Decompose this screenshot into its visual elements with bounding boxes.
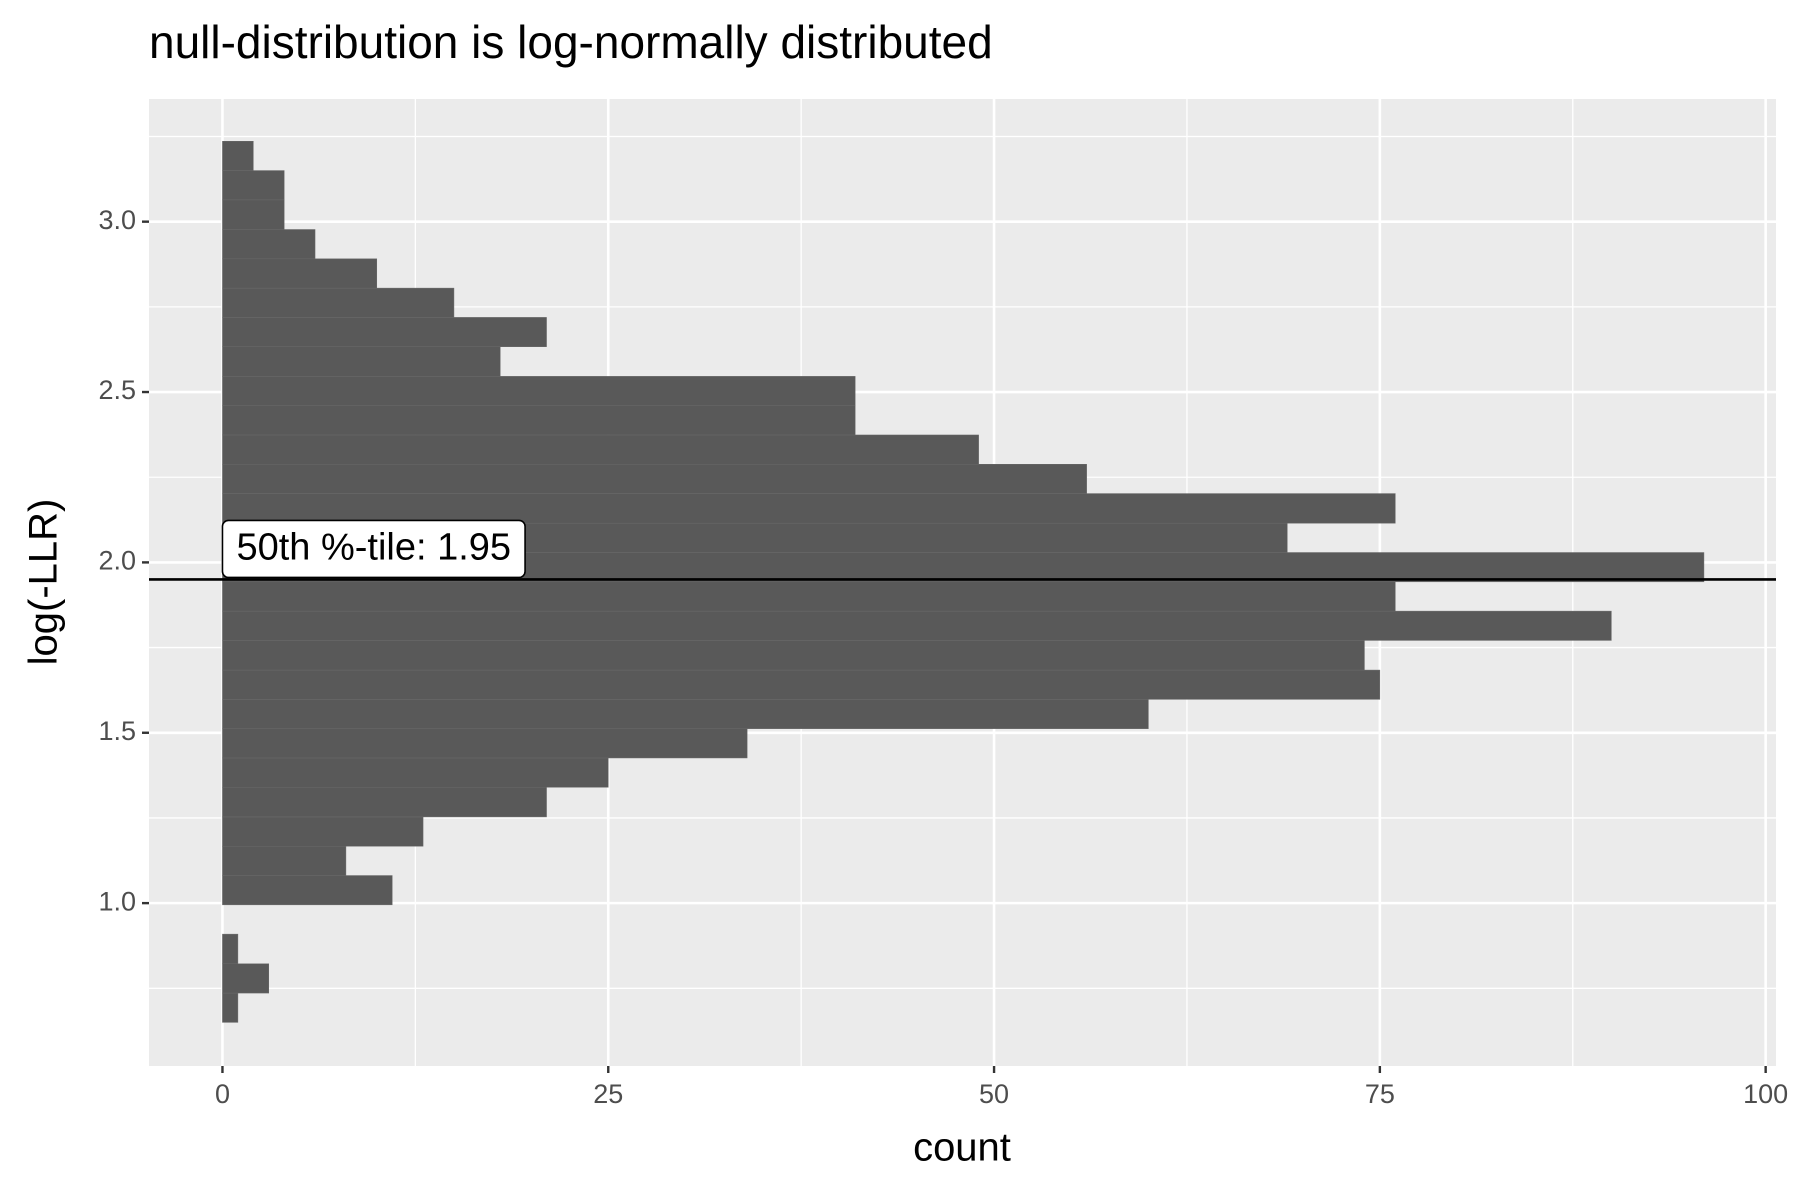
- bar: [222, 640, 1365, 671]
- bar: [222, 992, 239, 1023]
- median-annotation: 50th %-tile: 1.95: [221, 519, 526, 579]
- bar: [222, 933, 239, 965]
- bar: [222, 581, 1396, 612]
- bar: [222, 287, 455, 318]
- x-tick-label: 50: [979, 1079, 1009, 1109]
- bar: [222, 757, 609, 788]
- y-tick-label: 3.0: [98, 205, 136, 235]
- y-tick-label: 1.5: [98, 716, 136, 746]
- bar: [222, 728, 748, 759]
- x-tick-label: 75: [1365, 1079, 1395, 1109]
- bar: [222, 845, 347, 876]
- x-tick-label: 100: [1743, 1079, 1788, 1109]
- annotation-label: 50th %-tile: 1.95: [236, 526, 511, 568]
- bar: [222, 787, 547, 818]
- bar: [222, 669, 1381, 700]
- bar: [222, 170, 285, 201]
- bar: [222, 434, 979, 465]
- bar: [222, 816, 424, 847]
- bar: [222, 346, 501, 377]
- bar: [222, 875, 393, 906]
- x-axis-title: count: [913, 1126, 1011, 1170]
- bar: [222, 493, 1396, 524]
- bar: [222, 405, 856, 436]
- y-axis-title: log(-LLR): [22, 499, 66, 666]
- y-tick-label: 1.0: [98, 886, 136, 916]
- y-tick-label: 2.0: [98, 546, 136, 576]
- annotation-box: [221, 519, 526, 579]
- bar: [222, 199, 285, 230]
- x-tick-label: 0: [215, 1079, 230, 1109]
- bar: [222, 699, 1149, 729]
- chart-title: null-distribution is log-normally distri…: [149, 16, 993, 68]
- bar: [222, 317, 547, 347]
- y-tick-label: 2.5: [98, 375, 136, 405]
- bar: [222, 229, 316, 260]
- bar: [222, 464, 1087, 494]
- bar: [222, 258, 378, 289]
- x-tick-label: 25: [593, 1079, 623, 1109]
- bar: [222, 376, 856, 406]
- bar: [222, 141, 254, 171]
- bar: [222, 963, 270, 994]
- bar: [222, 610, 1612, 641]
